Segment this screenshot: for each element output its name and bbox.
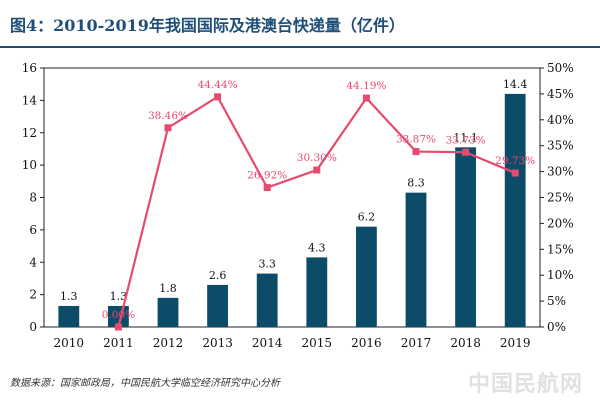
growth-value-label: 44.44%	[198, 79, 238, 91]
chart-area: 0 2 4 6 8 10 12 14 16 0% 5% 10% 15% 20% 25% 30% 35% 40% 45…	[0, 50, 600, 370]
bar	[107, 305, 129, 327]
bar	[157, 297, 179, 327]
bar-value-label: 14.4	[503, 78, 528, 91]
x-tick-label: 2017	[401, 336, 432, 350]
y-right-tick-label: 10%	[547, 268, 574, 282]
growth-point	[214, 93, 222, 101]
y-right-tick-label: 0%	[547, 320, 566, 334]
y-right-tick-label: 40%	[547, 113, 574, 127]
y-left-tick-label: 6	[29, 223, 37, 237]
x-tick-label: 2016	[351, 336, 382, 350]
page-title: 图4：2010-2019年我国国际及港澳台快递量（亿件）	[10, 16, 405, 35]
x-tick-label: 2018	[450, 336, 481, 350]
bar-value-label: 1.3	[110, 290, 128, 303]
growth-value-label: 44.19%	[346, 80, 386, 92]
x-tick-label: 2019	[500, 336, 531, 350]
growth-point	[164, 124, 172, 132]
growth-value-label: 0.00%	[102, 309, 135, 321]
y-left-tick-label: 8	[29, 191, 37, 205]
growth-point	[362, 94, 370, 102]
bar	[256, 273, 278, 327]
bar	[58, 305, 80, 327]
growth-point	[511, 169, 519, 177]
y-left-tick-label: 10	[22, 158, 37, 172]
growth-point	[412, 148, 420, 156]
watermark-logo: 中国民航网	[468, 372, 584, 397]
x-tick-label: 2014	[252, 336, 283, 350]
y-right-tick-label: 35%	[547, 139, 574, 153]
bar-value-label: 1.8	[159, 282, 177, 295]
title-divider	[0, 46, 600, 48]
bar	[405, 192, 427, 327]
bar-value-label: 3.3	[258, 258, 276, 271]
y-left-tick-label: 2	[29, 288, 37, 302]
bar	[504, 93, 526, 328]
growth-point	[313, 166, 321, 174]
source-note: 数据来源：国家邮政局，中国民航大学临空经济研究中心分析	[10, 378, 280, 389]
bar-value-label: 4.3	[308, 241, 326, 254]
growth-point	[114, 323, 122, 331]
y-left-tick-label: 16	[22, 61, 37, 75]
y-left-tick-label: 0	[29, 320, 37, 334]
bar-value-label: 2.6	[209, 269, 227, 282]
growth-value-label: 30.30%	[297, 152, 337, 164]
x-tick-label: 2010	[54, 336, 85, 350]
y-right-tick-label: 20%	[547, 216, 574, 230]
bar	[355, 226, 377, 327]
growth-point	[263, 184, 271, 192]
growth-point	[462, 148, 470, 156]
x-tick-label: 2011	[103, 336, 134, 350]
y-right-tick-label: 50%	[547, 61, 574, 75]
y-left-tick-label: 12	[22, 126, 37, 140]
title-bar: 图4：2010-2019年我国国际及港澳台快递量（亿件）	[0, 0, 600, 46]
bar-value-label: 8.3	[407, 177, 425, 190]
x-tick-label: 2013	[202, 336, 233, 350]
y-right-tick-label: 30%	[547, 165, 574, 179]
bar-value-label: 11.1	[453, 131, 478, 144]
growth-value-label: 33.87%	[396, 134, 436, 146]
bar	[306, 257, 328, 327]
growth-value-label: 38.46%	[148, 110, 188, 122]
growth-value-label: 29.73%	[495, 155, 535, 167]
y-left-tick-label: 14	[22, 93, 38, 107]
x-tick-label: 2015	[302, 336, 333, 350]
bar	[207, 284, 229, 327]
y-right-tick-label: 15%	[547, 242, 574, 256]
combo-chart: 0 2 4 6 8 10 12 14 16 0% 5% 10% 15% 20% 25% 30% 35% 40% 45…	[22, 61, 574, 350]
x-tick-label: 2012	[153, 336, 184, 350]
bar-value-label: 6.2	[358, 211, 376, 224]
growth-value-label: 26.92%	[247, 170, 287, 182]
y-left-tick-label: 4	[29, 255, 37, 269]
bar-value-label: 1.3	[60, 290, 78, 303]
y-right-tick-label: 25%	[547, 191, 574, 205]
bar	[455, 147, 477, 327]
growth-value-label: 33.73%	[446, 134, 486, 146]
y-right-tick-label: 45%	[547, 87, 574, 101]
y-right-tick-label: 5%	[547, 294, 566, 308]
